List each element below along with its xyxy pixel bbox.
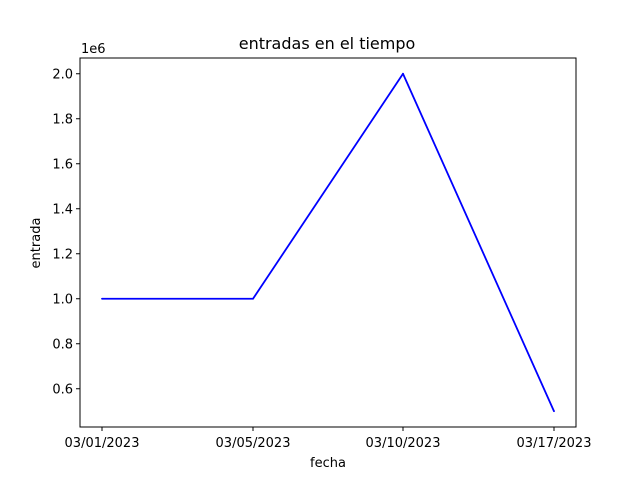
y-tick-label: 1.2 xyxy=(52,247,73,262)
y-axis: 0.6 0.8 1.0 1.2 1.4 1.6 1.8 2.0 xyxy=(52,67,80,397)
y-tick-label: 1.6 xyxy=(52,157,73,172)
x-tick-label: 03/10/2023 xyxy=(366,436,441,451)
y-offset-text: 1e6 xyxy=(81,42,106,57)
x-tick-label: 03/01/2023 xyxy=(65,436,140,451)
y-tick-label: 1.0 xyxy=(52,292,73,307)
chart-title: entradas en el tiempo xyxy=(239,34,416,53)
x-axis: 03/01/2023 03/05/2023 03/10/2023 03/17/2023 xyxy=(65,427,592,451)
data-point xyxy=(402,72,404,75)
y-tick-label: 1.4 xyxy=(52,202,73,217)
data-point xyxy=(553,410,555,413)
y-tick-label: 0.8 xyxy=(52,337,73,352)
x-axis-label: fecha xyxy=(310,456,346,471)
y-tick-label: 1.8 xyxy=(52,112,73,127)
data-point xyxy=(101,297,103,300)
series-line xyxy=(102,72,555,412)
series-group xyxy=(101,72,555,413)
y-tick-label: 2.0 xyxy=(52,67,73,82)
plot-frame xyxy=(79,57,577,428)
data-point xyxy=(252,297,254,300)
x-tick-label: 03/05/2023 xyxy=(216,436,291,451)
y-axis-label: entrada xyxy=(29,218,44,269)
x-tick-label: 03/17/2023 xyxy=(517,436,592,451)
y-tick-label: 0.6 xyxy=(52,382,73,397)
